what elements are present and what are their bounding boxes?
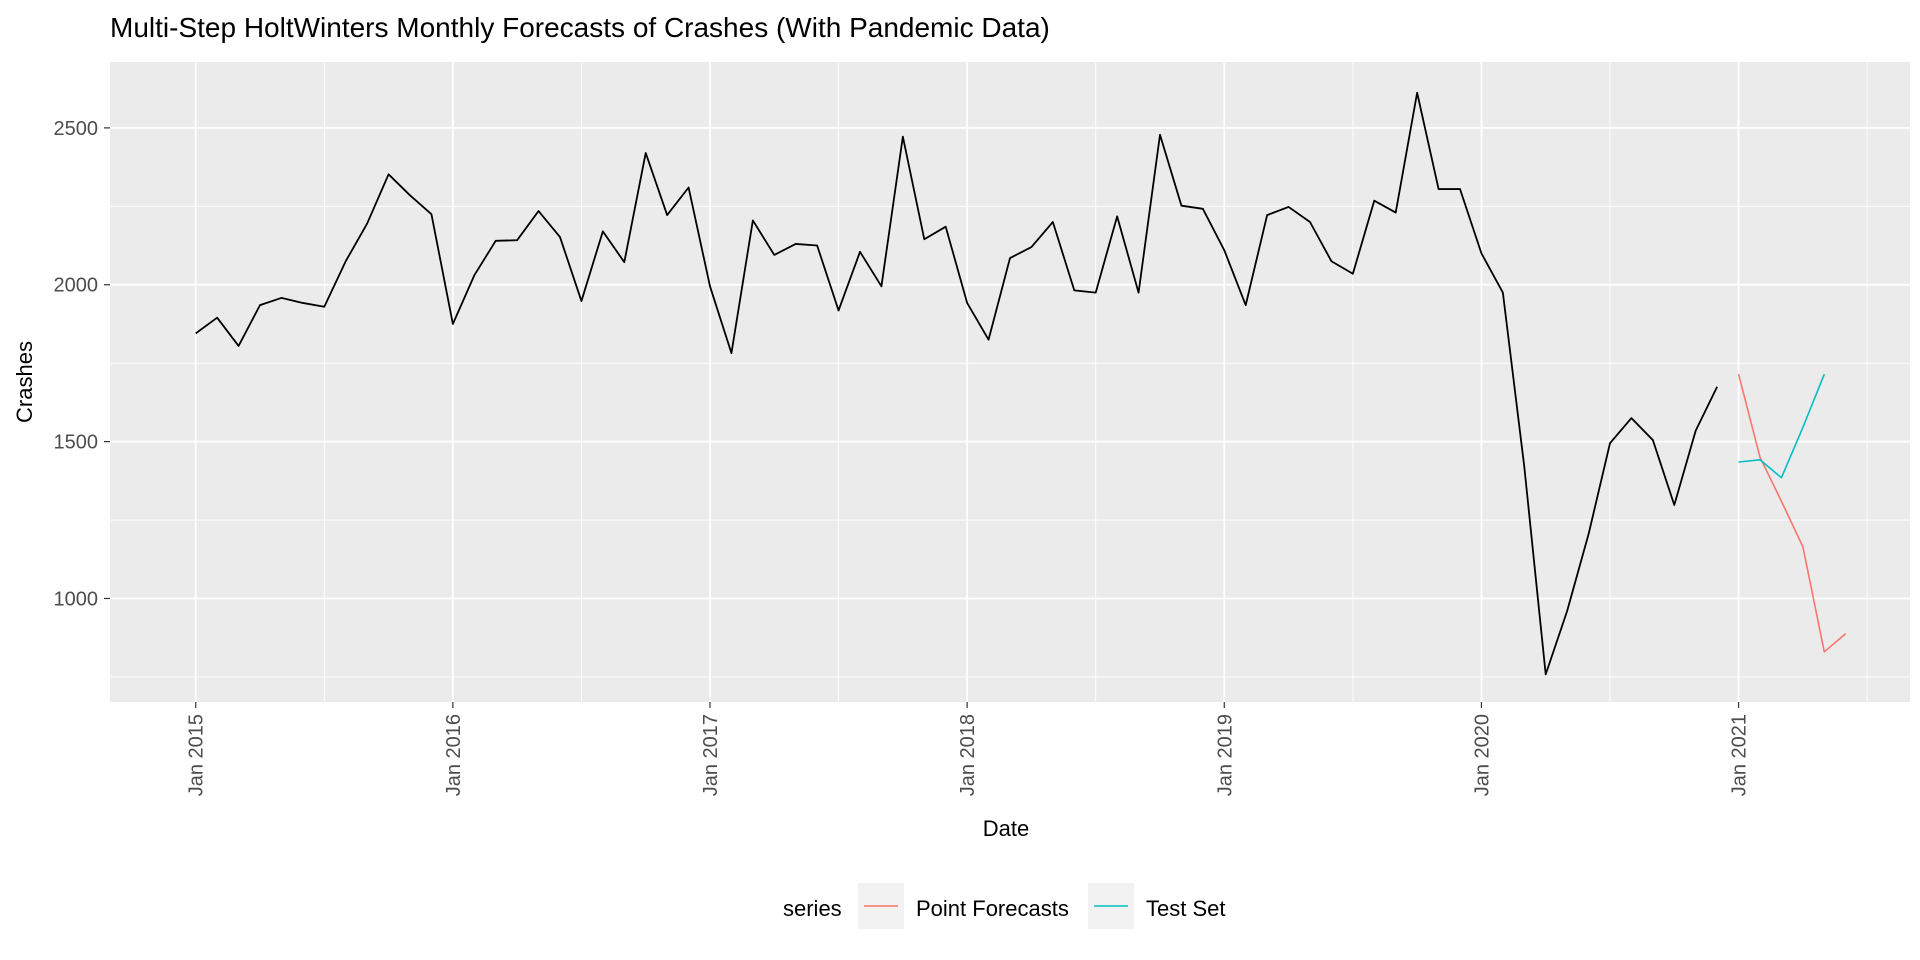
major-gridlines <box>110 62 1910 702</box>
x-tick-label: Jan 2015 <box>186 714 208 796</box>
legend-label-point-forecasts: Point Forecasts <box>916 896 1069 921</box>
x-tick-label: Jan 2016 <box>443 714 465 796</box>
y-tick-label: 1500 <box>54 432 99 454</box>
series-line-point-forecasts <box>1737 373 1847 653</box>
series-line-test-set <box>1738 373 1826 479</box>
legend: series Point Forecasts Test Set <box>783 883 1225 929</box>
chart-title: Multi-Step HoltWinters Monthly Forecasts… <box>110 12 1050 43</box>
x-axis-title: Date <box>983 816 1029 841</box>
x-tick-label: Jan 2020 <box>1471 714 1493 796</box>
x-tick-label: Jan 2018 <box>957 714 979 796</box>
x-tick-labels: Jan 2015 Jan 2016 Jan 2017 Jan 2018 Jan 2019… <box>186 714 1751 796</box>
y-tick-label: 2500 <box>54 118 99 140</box>
series-line-history <box>195 91 1718 676</box>
x-tick-label: Jan 2019 <box>1214 714 1236 796</box>
axis-ticks <box>104 127 1740 708</box>
legend-title: series <box>783 896 842 921</box>
legend-label-test-set: Test Set <box>1146 896 1225 921</box>
x-tick-label: Jan 2017 <box>700 714 722 796</box>
y-axis-title: Crashes <box>12 341 37 423</box>
plot-panel <box>110 62 1910 702</box>
y-tick-label: 2000 <box>54 275 99 297</box>
minor-gridlines <box>110 62 1910 702</box>
x-tick-label: Jan 2021 <box>1729 714 1751 796</box>
series-layer <box>195 91 1847 676</box>
y-tick-labels: 1000 1500 2000 2500 <box>54 118 99 611</box>
y-tick-label: 1000 <box>54 588 99 610</box>
